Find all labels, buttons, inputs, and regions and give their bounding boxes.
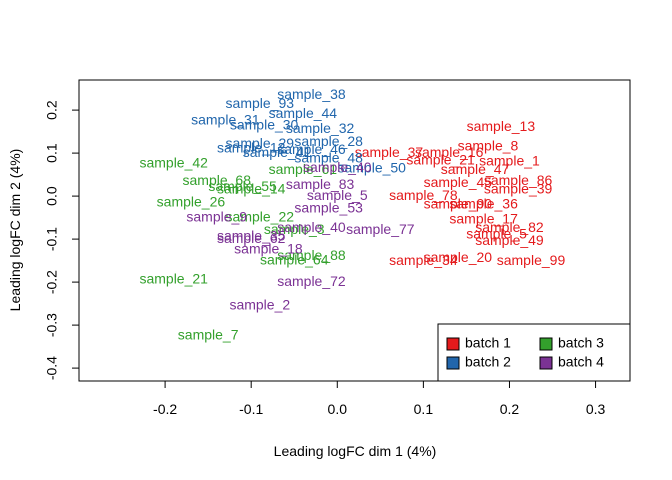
legend-box: [437, 323, 631, 382]
point-label: sample_30: [230, 117, 299, 133]
point-label: sample_5: [466, 226, 527, 242]
y-tick-label: -0.2: [44, 270, 60, 294]
point-label: sample_77: [346, 221, 415, 237]
y-axis: -0.4 -0.3 -0.2 -0.1 0.0 0.1 0.2: [44, 100, 80, 380]
x-tick-label: 0.3: [586, 401, 606, 417]
point-label: sample_35: [217, 228, 286, 244]
legend-label: batch 2: [465, 354, 511, 370]
x-tick-label: 0.2: [500, 401, 520, 417]
point-label: sample_3: [264, 221, 325, 237]
point-label: sample_13: [467, 118, 536, 134]
point-label: sample_36: [449, 195, 518, 211]
point-label: sample_17: [449, 210, 518, 226]
x-axis-title: Leading logFC dim 1 (4%): [274, 443, 437, 459]
point-label: sample_50: [337, 160, 406, 176]
legend-swatch: [446, 337, 460, 351]
point-label: sample_48: [294, 149, 363, 165]
legend-label: batch 3: [558, 335, 604, 351]
point-label: sample_20: [424, 249, 493, 265]
point-label: sample_32: [286, 120, 355, 136]
point-label: sample_55: [208, 178, 277, 194]
point-label: sample_16: [415, 144, 484, 160]
point-label: sample_41: [243, 144, 312, 160]
point-label: sample_22: [226, 208, 295, 224]
y-tick-label: -0.4: [44, 356, 60, 380]
point-label: sample_93: [226, 95, 295, 111]
y-tick-label: -0.3: [44, 313, 60, 337]
point-label: sample_40: [277, 219, 346, 235]
point-label: sample_18: [234, 241, 303, 257]
point-label: sample_68: [183, 172, 252, 188]
y-tick-label: -0.1: [44, 227, 60, 251]
y-tick-label: 0.1: [44, 143, 60, 163]
point-label: sample_34: [389, 252, 458, 268]
point-label: sample_40: [303, 159, 372, 175]
point-label: sample_45: [424, 174, 493, 190]
legend: batch 1 batch 2 batch 3 batch 4: [437, 323, 631, 382]
x-tick-label: -0.1: [239, 401, 263, 417]
point-label: sample_64: [260, 251, 329, 267]
point-label: sample_72: [277, 273, 346, 289]
legend-label: batch 4: [558, 354, 604, 370]
point-label: sample_90: [424, 195, 493, 211]
point-label: sample_47: [441, 161, 510, 177]
point-labels: sample_13sample_8sample_37sample_16sampl…: [139, 86, 565, 343]
point-label: sample_38: [277, 86, 346, 102]
point-label: sample_62: [217, 230, 286, 246]
point-label: sample_37: [355, 144, 424, 160]
point-label: sample_5: [307, 187, 368, 203]
legend-swatch: [539, 356, 553, 370]
point-label: sample_83: [286, 176, 355, 192]
point-label: sample_21: [406, 152, 475, 168]
point-label: sample_39: [484, 180, 553, 196]
point-label: sample_42: [139, 155, 208, 171]
point-label: sample_44: [269, 105, 338, 121]
point-label: sample_88: [277, 247, 346, 263]
point-label: sample_49: [475, 232, 544, 248]
y-axis-title: Leading logFC dim 2 (4%): [7, 149, 23, 312]
point-label: sample_99: [497, 252, 566, 268]
point-label: sample_8: [458, 137, 519, 153]
point-label: sample_28: [294, 133, 363, 149]
point-label: sample_9: [186, 208, 247, 224]
legend-label: batch 1: [465, 335, 511, 351]
point-label: sample_86: [484, 172, 553, 188]
legend-swatch: [446, 356, 460, 370]
point-label: sample_7: [178, 327, 239, 343]
x-tick-label: -0.2: [153, 401, 177, 417]
point-label: sample_78: [389, 187, 458, 203]
x-tick-label: 0.1: [414, 401, 434, 417]
point-label: sample_1: [479, 152, 540, 168]
point-label: sample_46: [277, 141, 346, 157]
point-label: sample_29: [226, 135, 295, 151]
x-axis: -0.2 -0.1 0.0 0.1 0.2 0.3: [153, 380, 606, 417]
point-label: sample_53: [294, 200, 363, 216]
point-label: sample_82: [475, 219, 544, 235]
point-label: sample_31: [191, 112, 260, 128]
y-tick-label: 0.2: [44, 100, 60, 120]
y-tick-label: 0.0: [44, 186, 60, 206]
point-label: sample_2: [229, 296, 290, 312]
point-label: sample_21: [139, 271, 208, 287]
point-label: sample_14: [217, 180, 286, 196]
point-label: sample_26: [157, 193, 226, 209]
x-tick-label: 0.0: [328, 401, 348, 417]
point-label: sample_61: [269, 161, 338, 177]
legend-swatch: [539, 337, 553, 351]
point-label: sample_12: [217, 140, 286, 156]
